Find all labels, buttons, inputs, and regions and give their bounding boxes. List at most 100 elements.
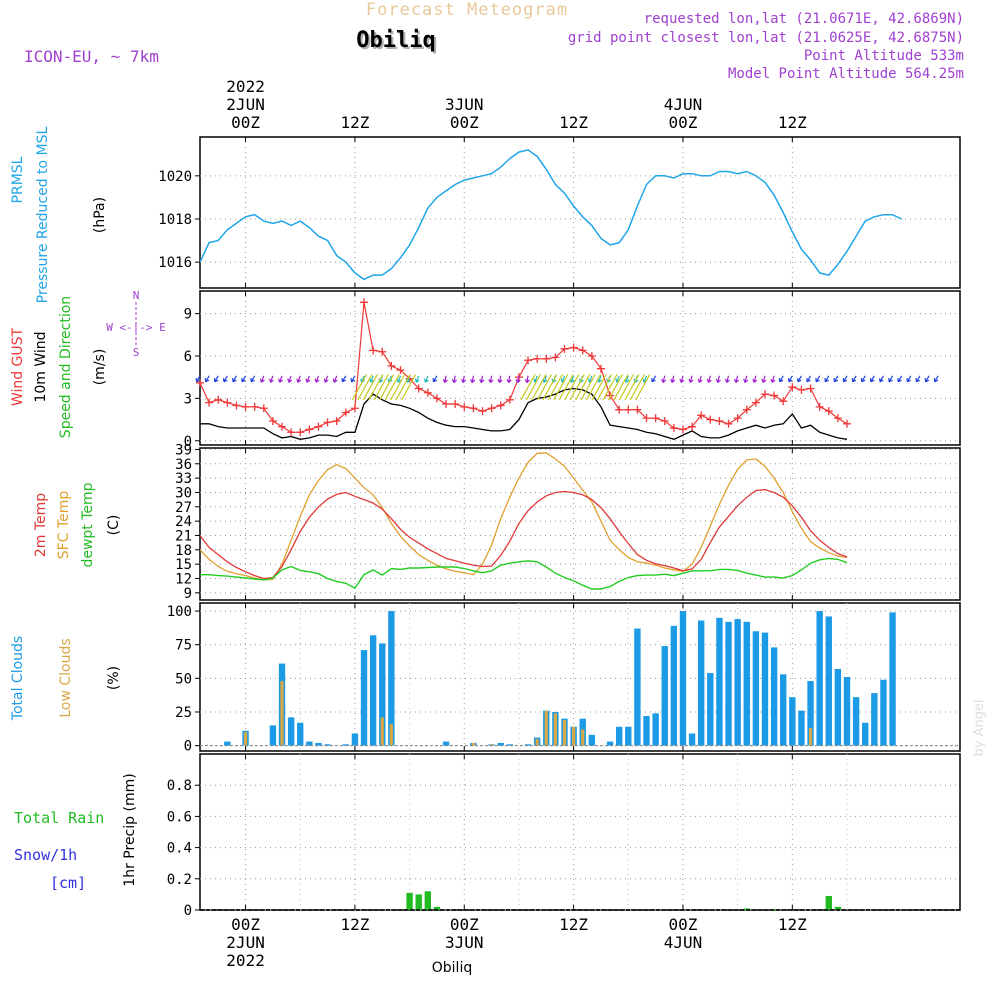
bottom-time-label: 2JUN (226, 933, 265, 952)
gust-point (259, 404, 268, 413)
wind-direction-arrow (250, 375, 256, 383)
wind-direction-arrow (706, 375, 712, 383)
gust-point (715, 416, 724, 425)
point-altitude: Point Altitude 533m (804, 48, 964, 64)
low-cloud-bar (562, 720, 567, 746)
wind-direction-arrow (924, 375, 930, 383)
wind-direction-arrow (743, 375, 749, 383)
total-cloud-bar (497, 742, 504, 746)
wind-speed-hatch (575, 374, 591, 401)
wind-speed-hatch (580, 374, 596, 401)
wind-direction-arrow (724, 375, 730, 383)
total-cloud-bar (315, 742, 322, 746)
low-cloud-bar (572, 726, 576, 746)
total-cloud-bar (360, 650, 368, 746)
wind-direction-arrow (679, 375, 685, 383)
y-tick-label: 1018 (158, 212, 192, 228)
requested-coords: requested lon,lat (21.0671E, 42.6869N) (644, 11, 964, 27)
gust-point (596, 364, 605, 373)
gust-point (551, 353, 560, 362)
gust-point (423, 388, 432, 397)
total-cloud-bar (342, 744, 349, 746)
y-tick-label: 9 (184, 307, 192, 323)
wind-speed-hatch (564, 374, 580, 401)
y-tick-label: 33 (175, 471, 192, 487)
gust-point (633, 405, 642, 414)
total-cloud-bar (725, 621, 732, 746)
wind-direction-arrow (269, 375, 274, 383)
temp-2m-line (199, 488, 848, 580)
total-cloud-bar (889, 612, 896, 746)
y-tick-label: 50 (175, 671, 192, 687)
y-tick-label: 100 (167, 604, 192, 620)
compass-s: S (133, 346, 140, 359)
total-cloud-bar (224, 741, 231, 746)
wind-direction-arrow (259, 375, 265, 383)
wind-speed-hatch (357, 374, 373, 401)
total-cloud-bar (625, 726, 632, 746)
gust-point (487, 404, 496, 413)
gust-point (788, 383, 797, 392)
gust-point (214, 395, 223, 404)
total-cloud-bar (369, 635, 377, 746)
wind-direction-arrow (661, 375, 667, 383)
wind-speed-hatch (597, 374, 613, 401)
wind-direction-arrow (213, 375, 219, 383)
total-cloud-bar (871, 693, 878, 746)
gust-point (323, 418, 332, 427)
wind-direction-arrow (195, 375, 201, 383)
y-tick-label: 6 (184, 349, 192, 365)
wind-speed-hatch (525, 374, 542, 401)
total-cloud-bar (388, 611, 395, 746)
low-cloud-bar (535, 738, 539, 746)
gust-point (232, 401, 241, 410)
t2m-label: 2m Temp (33, 493, 49, 557)
bottom-time-label: 00Z (450, 915, 479, 934)
wind-direction-arrow (860, 375, 866, 383)
y-tick-label: 0 (184, 739, 192, 755)
wind-speed-hatch (520, 374, 536, 401)
total-cloud-bar (442, 741, 450, 746)
gust-point (369, 346, 378, 355)
top-time-label: 3JUN (445, 95, 484, 114)
total-cloud-bar (807, 681, 814, 746)
top-time-label: 12Z (778, 113, 807, 132)
y-tick-label: 9 (184, 586, 192, 602)
gust-point (341, 408, 350, 417)
precip-unit: 1hr Precip (mm) (122, 773, 138, 886)
y-tick-label: 75 (175, 638, 192, 654)
gust-point (205, 398, 214, 407)
gust-point (760, 390, 769, 399)
wind-direction-arrow (414, 375, 420, 383)
wind-direction-arrow (332, 375, 338, 383)
total-cloud-bar (752, 631, 760, 746)
gust-point (615, 405, 624, 414)
gust-point (678, 425, 687, 434)
rain-bar (743, 908, 750, 910)
gust-point (396, 366, 405, 375)
wind-speed-hatch (629, 374, 645, 401)
total-cloud-bar (606, 741, 614, 746)
gust-point (414, 384, 423, 393)
y-tick-label: 27 (175, 500, 192, 516)
gust-point (697, 411, 706, 420)
compass-n: N (133, 289, 140, 302)
gust-point (751, 398, 760, 407)
gust-point (378, 347, 387, 356)
data-marks (195, 149, 960, 911)
sfc-temp-line (199, 452, 848, 581)
wind-speed-hatch (624, 374, 640, 401)
rain-bar (825, 895, 832, 910)
total-cloud-bar (643, 716, 650, 746)
footer-location: Obiliq (432, 960, 472, 976)
prmsl-line (199, 149, 903, 281)
gust-point (843, 419, 852, 428)
wind-speed-hatch (390, 374, 406, 401)
top-time-label: 00Z (231, 113, 260, 132)
top-time-label: 2JUN (226, 95, 265, 114)
wind-direction-arrow (851, 375, 857, 383)
gust-point (724, 419, 733, 428)
y-tick-label: 0.6 (167, 809, 192, 825)
wind-direction-arrow (350, 375, 356, 383)
wind-direction-arrow (815, 375, 821, 383)
